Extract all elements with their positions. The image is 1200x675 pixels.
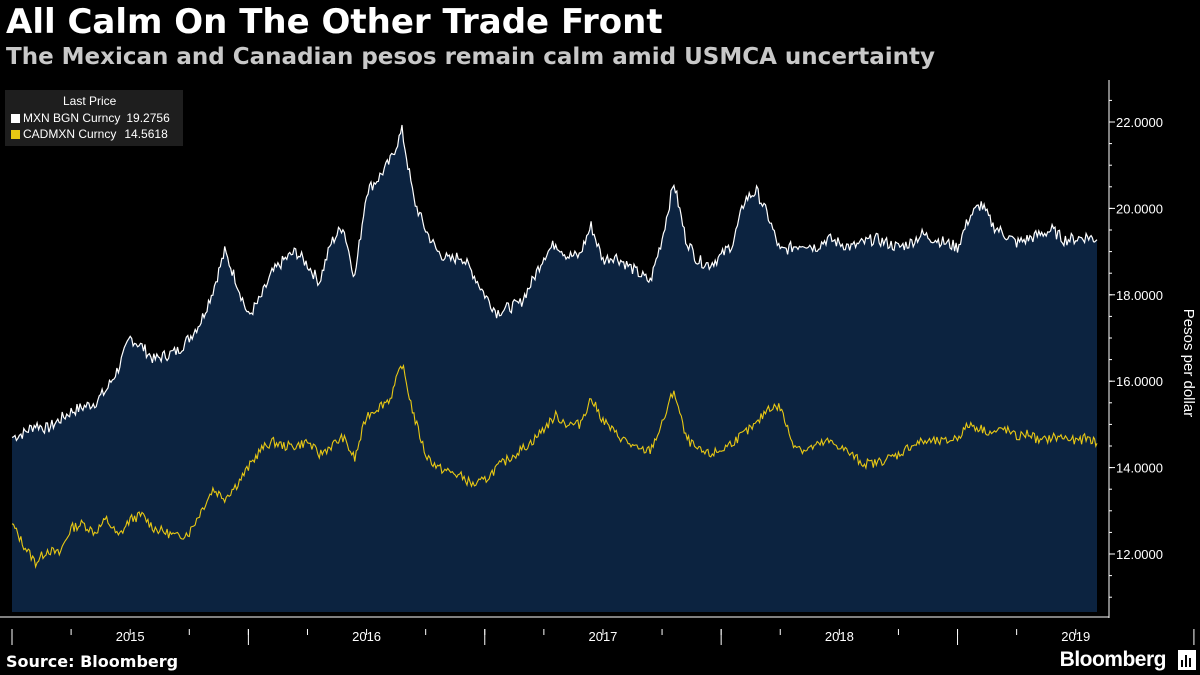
y-axis-label: Pesos per dollar: [1180, 309, 1197, 417]
source-note: Source: Bloomberg: [6, 652, 179, 671]
legend-swatch-mxn: [11, 114, 20, 123]
legend-swatch-cad: [11, 130, 20, 139]
axis-layer: 12.0000 14.0000 16.0000 18.0000 20.0000 22.00…: [0, 80, 1195, 645]
legend-label-cad: CADMXN Curncy: [23, 127, 117, 141]
y-tick-label: 16.0000: [1116, 374, 1163, 389]
chart-subtitle: The Mexican and Canadian pesos remain ca…: [6, 44, 936, 70]
legend: Last Price MXN BGN Curncy 19.2756 CADMXN …: [5, 90, 183, 146]
x-tick-label: 2018: [825, 629, 854, 644]
legend-item-mxn: MXN BGN Curncy 19.2756: [11, 111, 170, 125]
legend-title: Last Price: [63, 94, 117, 108]
y-tick-label: 12.0000: [1116, 547, 1163, 562]
bloomberg-chart-icon: [1178, 650, 1196, 670]
x-tick-label: 2015: [116, 629, 145, 644]
mxn-series-line: [11, 124, 1098, 442]
x-tick-label: 2016: [352, 629, 381, 644]
y-tick-label: 14.0000: [1116, 461, 1163, 476]
x-tick-label: 2019: [1061, 629, 1090, 644]
x-tick-label: 2017: [588, 629, 617, 644]
y-tick-label: 18.0000: [1116, 288, 1163, 303]
legend-value-mxn: 19.2756: [126, 111, 170, 125]
y-tick-label: 20.0000: [1116, 201, 1163, 216]
legend-value-cad: 14.5618: [124, 127, 168, 141]
chart-title: All Calm On The Other Trade Front: [6, 2, 663, 42]
legend-item-cad: CADMXN Curncy 14.5618: [11, 127, 168, 141]
y-tick-label: 22.0000: [1116, 115, 1163, 130]
bloomberg-logo: Bloomberg: [1059, 648, 1167, 671]
mxn-area-fill: [12, 125, 1097, 612]
cadmxn-series-line: [11, 363, 1098, 569]
plot-layer: [11, 124, 1098, 612]
legend-label-mxn: MXN BGN Curncy: [23, 111, 121, 125]
